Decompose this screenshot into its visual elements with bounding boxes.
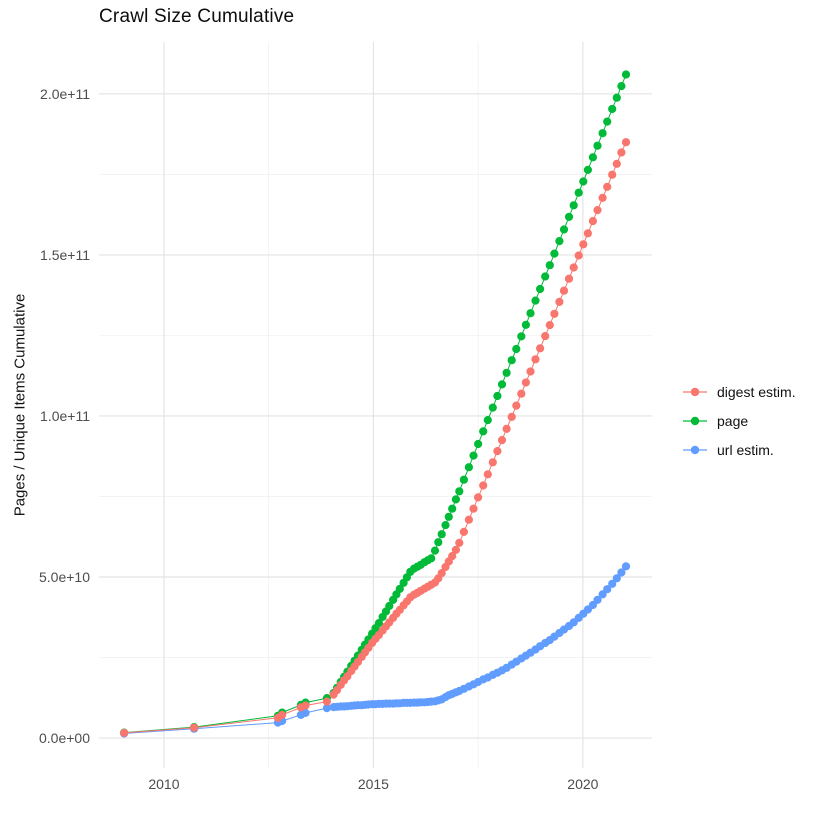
y-tick-label: 1.5e+11 bbox=[40, 246, 90, 263]
grid-major bbox=[99, 42, 652, 768]
y-tick-label: 1.0e+11 bbox=[40, 407, 90, 424]
legend-item-page: page bbox=[682, 410, 796, 432]
x-tick-label: 2015 bbox=[357, 776, 389, 792]
grid-minor bbox=[99, 42, 652, 768]
y-axis-title: Pages / Unique Items Cumulative bbox=[11, 293, 29, 517]
y-tick-label: 5.0e+10 bbox=[39, 568, 90, 585]
series-line-url-estim- bbox=[124, 566, 627, 734]
chart-title: Crawl Size Cumulative bbox=[99, 6, 295, 27]
series-points-url-estim- bbox=[120, 562, 631, 738]
legend: digest estim. page url estim. bbox=[682, 381, 796, 461]
legend-key-digest-line-dot-icon bbox=[683, 387, 707, 397]
legend-item-url-estim: url estim. bbox=[682, 439, 796, 461]
y-tick-label: 0.0e+00 bbox=[39, 730, 90, 747]
x-tick-label: 2020 bbox=[567, 776, 599, 792]
legend-label: digest estim. bbox=[717, 384, 796, 400]
legend-key-page-line-dot-icon bbox=[683, 416, 707, 426]
legend-label: page bbox=[717, 413, 749, 429]
legend-label: url estim. bbox=[717, 442, 774, 458]
legend-key-url-line-dot-icon bbox=[683, 445, 707, 455]
series-points-digest-estim- bbox=[120, 138, 631, 738]
y-tick-label: 2.0e+11 bbox=[40, 85, 90, 102]
legend-item-digest-estim: digest estim. bbox=[682, 381, 796, 403]
x-tick-label: 2010 bbox=[148, 776, 180, 792]
